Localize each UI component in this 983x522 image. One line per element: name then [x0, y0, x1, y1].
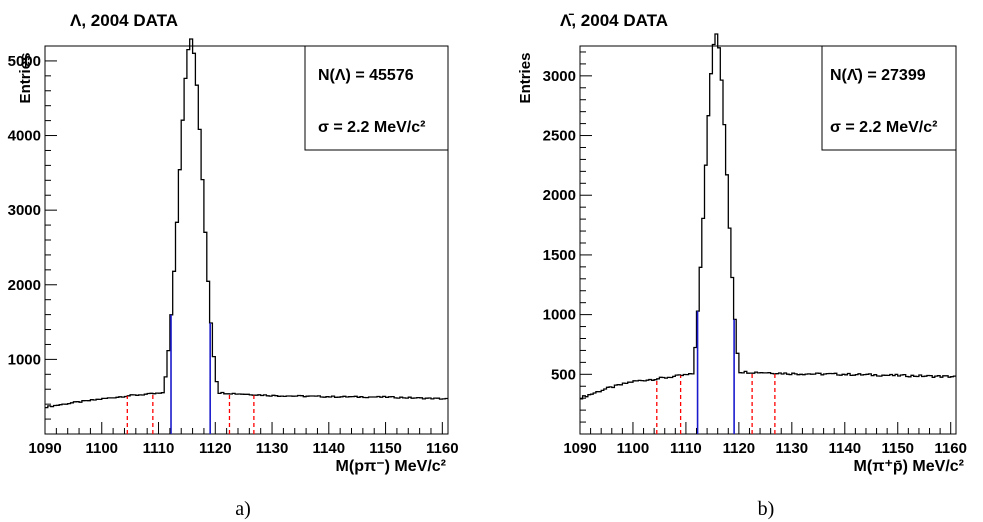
stats-box [304, 45, 449, 151]
y-tick-label: 4000 [8, 128, 41, 145]
y-tick-label: 1000 [8, 351, 41, 368]
x-tick-label: 1090 [28, 440, 61, 457]
x-tick-label: 1150 [369, 440, 402, 457]
y-tick-label: 5000 [8, 53, 41, 70]
y-tick-label: 1000 [543, 307, 576, 324]
y-tick-label: 3000 [543, 68, 576, 85]
x-tick-label: 1100 [85, 440, 118, 457]
x-tick-label: 1140 [829, 440, 862, 457]
stats-count: N(Λ̄) = 27399 [830, 67, 926, 84]
panel-label: b) [758, 498, 775, 520]
stats-sigma: σ = 2.2 MeV/c² [830, 119, 937, 136]
plot-frame [579, 45, 957, 435]
histogram-line [580, 33, 956, 400]
x-tick-label: 1120 [723, 440, 756, 457]
y-tick-label: 1500 [543, 247, 576, 264]
histogram-line [45, 38, 448, 409]
x-axis: 1090 1100 1110 1120 1130 1140 1150 1160 [28, 422, 459, 457]
histogram-series [45, 38, 448, 434]
x-tick-label: 1110 [670, 440, 702, 457]
y-tick-label: 500 [551, 366, 576, 383]
x-tick-label: 1130 [256, 440, 289, 457]
panel-a: Λ, 2004 DATA 1090 1100 1110 1120 1130 1140 115… [8, 11, 459, 520]
y-axis-label: Entries [517, 53, 534, 104]
chart-title: Λ, 2004 DATA [70, 11, 178, 30]
chart-title: Λ̄, 2004 DATA [560, 11, 668, 30]
x-tick-label: 1090 [563, 440, 596, 457]
y-tick-label: 2000 [543, 187, 576, 204]
y-tick-label: 2000 [8, 277, 41, 294]
x-tick-label: 1150 [881, 440, 914, 457]
stats-sigma: σ = 2.2 MeV/c² [318, 119, 425, 136]
panel-label: a) [235, 498, 251, 520]
x-tick-label: 1140 [313, 440, 346, 457]
x-axis: 1090 1100 1110 1120 1130 1140 1150 1160 [563, 422, 967, 457]
x-tick-label: 1110 [143, 440, 175, 457]
x-tick-label: 1160 [934, 440, 967, 457]
x-tick-label: 1130 [776, 440, 809, 457]
x-axis-label: M(pπ⁻) MeV/c² [336, 458, 446, 475]
histogram-series [580, 33, 956, 434]
x-tick-label: 1160 [426, 440, 459, 457]
x-tick-label: 1120 [199, 440, 232, 457]
stats-box [821, 45, 957, 151]
y-tick-label: 2500 [543, 128, 576, 145]
y-axis-label: Entries [17, 53, 34, 104]
y-axis: 500 1000 1500 2000 2500 3000 [543, 51, 592, 423]
x-tick-label: 1100 [617, 440, 650, 457]
panel-b: Λ̄, 2004 DATA 1090 1100 1110 1120 1130 1140 11… [517, 11, 967, 520]
stats-count: N(Λ) = 45576 [318, 67, 414, 84]
y-axis: 1000 2000 3000 4000 5000 [8, 53, 57, 420]
x-axis-label: M(π⁺p̄) MeV/c² [854, 458, 964, 475]
y-tick-label: 3000 [8, 202, 41, 219]
